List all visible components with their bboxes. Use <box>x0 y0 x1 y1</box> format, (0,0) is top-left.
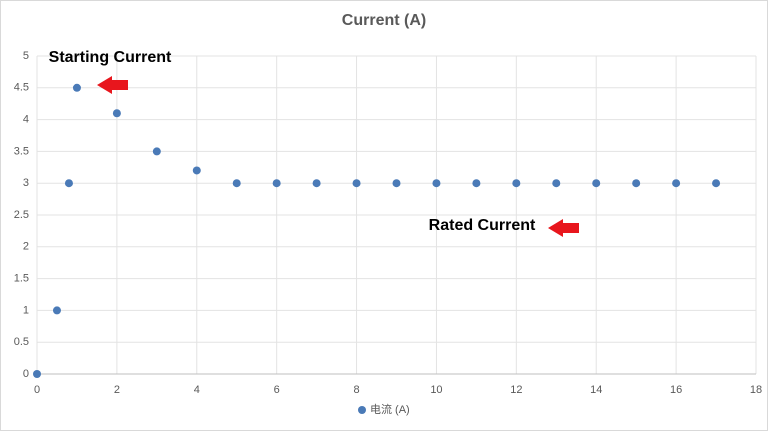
x-tick-label: 18 <box>750 384 762 396</box>
y-tick-label: 5 <box>23 50 29 62</box>
y-tick-label: 4.5 <box>14 82 29 94</box>
x-tick-label: 10 <box>430 384 442 396</box>
point <box>52 306 61 315</box>
y-tick-label: 1 <box>23 304 29 316</box>
annotation: Rated Current <box>429 217 536 234</box>
y-tick-label: 3 <box>23 177 29 189</box>
point <box>512 179 521 188</box>
annotation: Starting Current <box>49 49 172 66</box>
point <box>312 179 321 188</box>
x-tick-label: 8 <box>353 384 359 396</box>
legend-label: 电流 (A) <box>370 402 410 416</box>
x-tick-label: 4 <box>194 384 200 396</box>
point <box>152 147 161 156</box>
point <box>192 166 201 175</box>
y-tick-label: 2.5 <box>14 209 29 221</box>
x-tick-label: 2 <box>114 384 120 396</box>
point <box>72 83 81 92</box>
x-tick-label: 0 <box>34 384 40 396</box>
point <box>64 179 73 188</box>
x-tick-label: 16 <box>670 384 682 396</box>
y-tick-label: 1.5 <box>14 273 29 285</box>
point <box>272 179 281 188</box>
annotation-arrow <box>97 76 128 94</box>
point <box>392 179 401 188</box>
y-tick-label: 3.5 <box>14 145 29 157</box>
legend-marker <box>358 406 366 414</box>
point <box>672 179 681 188</box>
y-tick-label: 0.5 <box>14 336 29 348</box>
y-tick-label: 2 <box>23 241 29 253</box>
x-tick-label: 12 <box>510 384 522 396</box>
point <box>592 179 601 188</box>
point <box>472 179 481 188</box>
y-tick-label: 4 <box>23 114 29 126</box>
annotation-arrow <box>548 219 579 237</box>
point <box>712 179 721 188</box>
point <box>632 179 641 188</box>
x-tick-label: 14 <box>590 384 602 396</box>
x-tick-label: 6 <box>274 384 280 396</box>
point <box>33 370 41 378</box>
point <box>232 179 241 188</box>
plot-area: 0 0.5 1 1.5 2 2.5 3 3.5 4 4.5 5 0 2 4 6 8 10 12 14 16 18 电流 (… <box>14 50 762 416</box>
point <box>552 179 561 188</box>
point <box>112 109 121 118</box>
point <box>432 179 441 188</box>
chart-title: Current (A) <box>342 12 426 29</box>
point <box>352 179 361 188</box>
y-tick-label: 0 <box>23 368 29 380</box>
